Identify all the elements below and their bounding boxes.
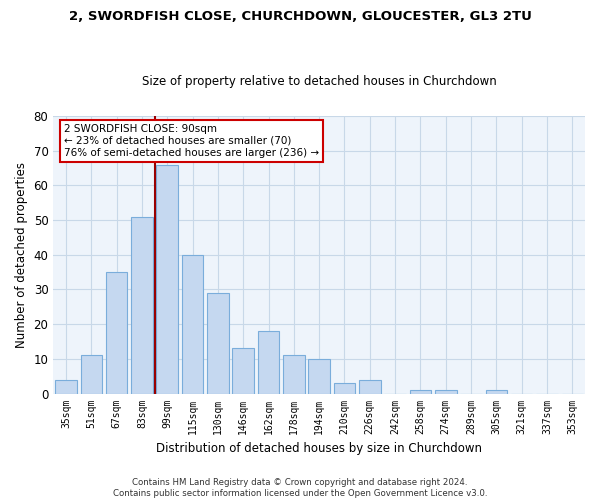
Bar: [410, 390, 431, 394]
Bar: [131, 216, 152, 394]
Bar: [485, 390, 507, 394]
Text: 2, SWORDFISH CLOSE, CHURCHDOWN, GLOUCESTER, GL3 2TU: 2, SWORDFISH CLOSE, CHURCHDOWN, GLOUCEST…: [68, 10, 532, 23]
Bar: [435, 390, 457, 394]
Bar: [207, 293, 229, 394]
Bar: [258, 331, 279, 394]
Bar: [283, 356, 305, 394]
Y-axis label: Number of detached properties: Number of detached properties: [15, 162, 28, 348]
Bar: [157, 164, 178, 394]
Bar: [55, 380, 77, 394]
Bar: [308, 359, 330, 394]
Text: Contains HM Land Registry data © Crown copyright and database right 2024.
Contai: Contains HM Land Registry data © Crown c…: [113, 478, 487, 498]
Bar: [359, 380, 380, 394]
Bar: [80, 356, 102, 394]
X-axis label: Distribution of detached houses by size in Churchdown: Distribution of detached houses by size …: [156, 442, 482, 455]
Bar: [334, 383, 355, 394]
Bar: [182, 255, 203, 394]
Title: Size of property relative to detached houses in Churchdown: Size of property relative to detached ho…: [142, 76, 497, 88]
Bar: [232, 348, 254, 394]
Text: 2 SWORDFISH CLOSE: 90sqm
← 23% of detached houses are smaller (70)
76% of semi-d: 2 SWORDFISH CLOSE: 90sqm ← 23% of detach…: [64, 124, 319, 158]
Bar: [106, 272, 127, 394]
